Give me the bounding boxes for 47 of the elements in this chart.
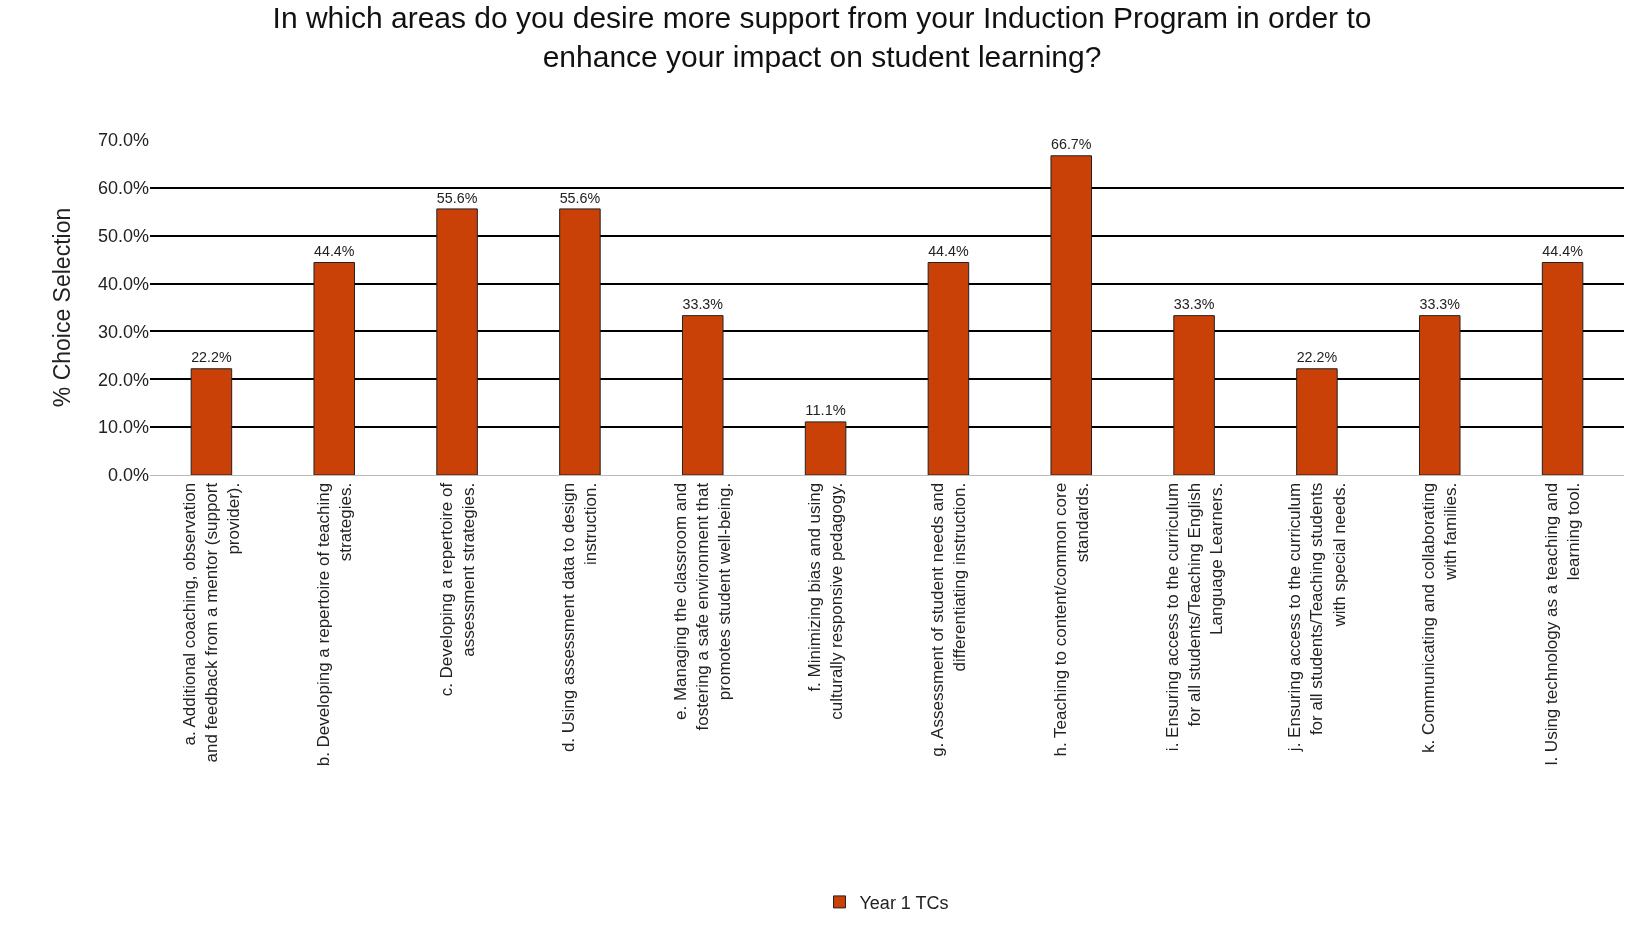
data-label: 55.6% bbox=[559, 189, 601, 206]
data-label: 33.3% bbox=[1419, 296, 1461, 313]
x-tick-label: g. Assessment of student needs and differentiating instruction. bbox=[927, 482, 969, 757]
bar bbox=[1541, 262, 1584, 475]
x-tick-label: i. Ensuring access to the curriculum for all students/Teaching English Language Learners. bbox=[1162, 482, 1226, 752]
y-tick-label: 70.0% bbox=[97, 130, 149, 151]
bar bbox=[190, 368, 233, 475]
y-tick-label: 60.0% bbox=[97, 178, 149, 199]
x-tick-label: h. Teaching to content/common core standards. bbox=[1050, 482, 1092, 757]
bar bbox=[804, 421, 847, 475]
data-label: 44.4% bbox=[314, 243, 355, 260]
y-tick-label: 50.0% bbox=[97, 226, 149, 247]
y-tick-label: 20.0% bbox=[97, 369, 149, 390]
bar bbox=[681, 315, 724, 475]
data-label: 22.2% bbox=[1296, 349, 1338, 366]
x-tick-label: e. Managing the classroom and fostering a safe environment that promotes student well-being. bbox=[671, 482, 735, 731]
x-tick-label: f. Minimizing bias and using culturally responsive pedagogy. bbox=[805, 482, 847, 720]
data-label: 33.3% bbox=[682, 296, 724, 313]
x-tick-label: d. Using assessment data to design instruction. bbox=[559, 482, 601, 753]
x-tick-label: k. Communicating and collaborating with families. bbox=[1419, 482, 1461, 754]
bar bbox=[927, 262, 970, 475]
y-axis-title: % Choice Selection bbox=[49, 207, 76, 408]
data-label: 44.4% bbox=[928, 243, 969, 260]
bar bbox=[313, 262, 356, 475]
data-label: 66.7% bbox=[1051, 136, 1092, 153]
chart-title: In which areas do you desire more support from your Induction Program in order to enhance your impact on student learning? bbox=[272, 0, 1372, 73]
y-tick-label: 0.0% bbox=[107, 465, 149, 486]
legend-label: Year 1 TCs bbox=[859, 892, 949, 913]
bar bbox=[559, 208, 601, 475]
x-tick-label: c. Developing a repertoire of assessment strategies. bbox=[436, 482, 478, 697]
y-tick-label: 30.0% bbox=[97, 321, 149, 342]
bar bbox=[1050, 155, 1093, 475]
x-tick-label: a. Additional coaching, observation and feedback from a mentor (support provider). bbox=[179, 482, 244, 763]
x-tick-label: l. Using technology as a teaching and learning tool. bbox=[1542, 482, 1584, 766]
bar bbox=[436, 208, 478, 475]
y-tick-label: 40.0% bbox=[97, 273, 149, 294]
data-label: 44.4% bbox=[1542, 243, 1584, 260]
bar bbox=[1173, 315, 1215, 475]
x-tick-label: b. Developing a repertoire of teaching strategies. bbox=[313, 482, 355, 767]
x-tick-label: j. Ensuring access to the curriculum for all students/Teaching students with special needs. bbox=[1285, 482, 1349, 753]
bar bbox=[1296, 368, 1338, 475]
y-tick-label: 10.0% bbox=[97, 417, 149, 438]
bar bbox=[1418, 315, 1461, 475]
data-label: 33.3% bbox=[1173, 296, 1215, 313]
data-label: 55.6% bbox=[436, 189, 478, 206]
data-label: 11.1% bbox=[805, 402, 846, 419]
data-label: 22.2% bbox=[191, 349, 232, 366]
